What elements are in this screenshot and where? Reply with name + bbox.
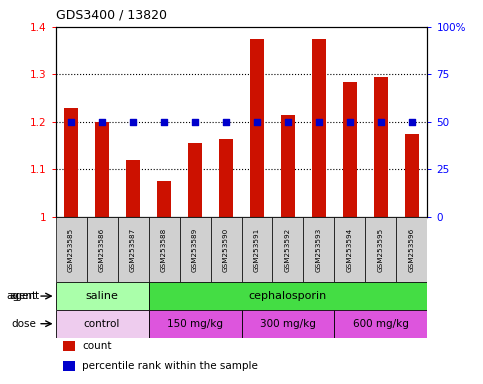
Text: GSM253591: GSM253591	[254, 227, 260, 272]
FancyBboxPatch shape	[180, 217, 211, 282]
Text: control: control	[84, 319, 120, 329]
FancyBboxPatch shape	[149, 217, 180, 282]
Text: GSM253596: GSM253596	[409, 227, 415, 272]
FancyBboxPatch shape	[334, 217, 366, 282]
FancyBboxPatch shape	[366, 217, 397, 282]
Text: GSM253595: GSM253595	[378, 227, 384, 272]
FancyBboxPatch shape	[303, 217, 334, 282]
Bar	[250, 39, 264, 217]
Point	[377, 119, 385, 125]
Text: agent: agent	[10, 291, 40, 301]
Point	[346, 119, 354, 125]
Text: cephalosporin: cephalosporin	[249, 291, 327, 301]
Bar	[219, 139, 233, 217]
Bar	[63, 341, 75, 351]
Bar	[157, 181, 171, 217]
Text: 150 mg/kg: 150 mg/kg	[167, 319, 223, 329]
Text: count: count	[82, 341, 112, 351]
Bar	[188, 143, 202, 217]
Text: 300 mg/kg: 300 mg/kg	[260, 319, 316, 329]
Point	[129, 119, 137, 125]
Text: saline: saline	[85, 291, 118, 301]
FancyBboxPatch shape	[117, 217, 149, 282]
Point	[253, 119, 261, 125]
Text: GSM253592: GSM253592	[285, 227, 291, 272]
Text: GSM253585: GSM253585	[68, 227, 74, 272]
Bar	[281, 115, 295, 217]
Point	[315, 119, 323, 125]
Text: GSM253593: GSM253593	[316, 227, 322, 272]
Point	[408, 119, 416, 125]
Text: GSM253586: GSM253586	[99, 227, 105, 272]
FancyBboxPatch shape	[56, 217, 86, 282]
Text: 600 mg/kg: 600 mg/kg	[353, 319, 409, 329]
Bar	[126, 160, 140, 217]
Text: GSM253594: GSM253594	[347, 227, 353, 272]
Bar	[63, 361, 75, 371]
FancyBboxPatch shape	[86, 217, 117, 282]
Point	[222, 119, 230, 125]
Text: GSM253587: GSM253587	[130, 227, 136, 272]
Text: GSM253588: GSM253588	[161, 227, 167, 272]
Text: agent: agent	[6, 291, 36, 301]
Point	[160, 119, 168, 125]
Text: GDS3400 / 13820: GDS3400 / 13820	[56, 8, 167, 21]
Bar	[374, 77, 388, 217]
FancyBboxPatch shape	[334, 310, 427, 338]
Bar	[405, 134, 419, 217]
FancyBboxPatch shape	[149, 310, 242, 338]
FancyBboxPatch shape	[149, 282, 427, 310]
FancyBboxPatch shape	[272, 217, 303, 282]
FancyBboxPatch shape	[242, 310, 334, 338]
Bar	[95, 122, 109, 217]
FancyBboxPatch shape	[56, 282, 149, 310]
Text: percentile rank within the sample: percentile rank within the sample	[82, 361, 258, 371]
Bar	[312, 39, 326, 217]
Text: dose: dose	[12, 319, 36, 329]
Point	[284, 119, 292, 125]
Point	[67, 119, 75, 125]
Bar	[64, 108, 78, 217]
Text: GSM253589: GSM253589	[192, 227, 198, 272]
Point	[98, 119, 106, 125]
FancyBboxPatch shape	[211, 217, 242, 282]
Bar	[343, 81, 357, 217]
Text: GSM253590: GSM253590	[223, 227, 229, 272]
FancyBboxPatch shape	[56, 310, 149, 338]
FancyBboxPatch shape	[397, 217, 427, 282]
Point	[191, 119, 199, 125]
FancyBboxPatch shape	[242, 217, 272, 282]
